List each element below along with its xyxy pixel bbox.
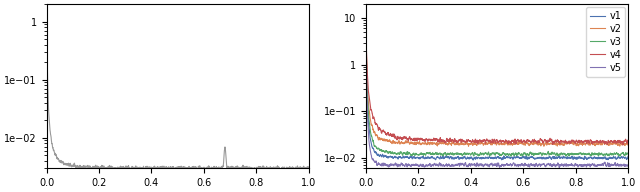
v3 — [569, 153, 577, 156]
v1 — [469, 159, 477, 161]
v3 — [625, 152, 632, 155]
Line: v3: v3 — [366, 23, 628, 156]
v2 — [490, 142, 497, 144]
Line: v4: v4 — [366, 24, 628, 145]
v3 — [483, 152, 490, 155]
v5 — [556, 166, 563, 169]
v5 — [483, 164, 490, 166]
v4 — [362, 23, 370, 25]
v1 — [617, 156, 625, 159]
v4 — [376, 127, 383, 130]
v3 — [617, 154, 625, 156]
v1 — [625, 155, 632, 157]
v2 — [625, 144, 632, 146]
v2 — [569, 143, 577, 145]
v4 — [490, 140, 497, 143]
v1 — [362, 21, 370, 23]
Line: v5: v5 — [366, 24, 628, 168]
v4 — [483, 138, 490, 141]
v1 — [376, 155, 383, 158]
v5 — [376, 163, 383, 166]
v4 — [616, 142, 624, 144]
v2 — [617, 142, 625, 145]
v3 — [376, 148, 383, 150]
v5 — [625, 165, 632, 167]
v3 — [362, 22, 370, 24]
v3 — [507, 155, 515, 157]
v4 — [617, 142, 625, 144]
v5 — [569, 164, 577, 166]
v2 — [376, 137, 383, 139]
v3 — [617, 153, 625, 156]
v2 — [617, 142, 625, 144]
v4 — [619, 144, 627, 146]
v5 — [490, 164, 497, 166]
Legend: v1, v2, v3, v4, v5: v1, v2, v3, v4, v5 — [586, 7, 625, 77]
v1 — [569, 156, 577, 158]
v2 — [362, 21, 370, 23]
v5 — [617, 164, 625, 166]
v4 — [625, 139, 632, 142]
Line: v1: v1 — [366, 22, 628, 160]
v1 — [490, 157, 497, 159]
v1 — [617, 156, 625, 158]
v2 — [540, 145, 548, 147]
v2 — [483, 141, 490, 143]
v5 — [617, 163, 625, 166]
v4 — [568, 140, 576, 142]
Line: v2: v2 — [366, 22, 628, 146]
v5 — [362, 23, 370, 25]
v3 — [490, 152, 497, 155]
v1 — [483, 156, 491, 159]
